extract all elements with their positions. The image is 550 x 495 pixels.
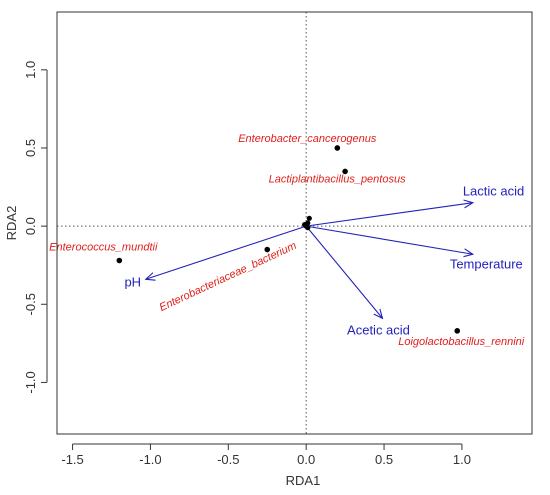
env-vector-label: Acetic acid <box>347 322 410 337</box>
y-tick-label: -0.5 <box>23 293 38 315</box>
env-vector-arrow <box>146 225 307 279</box>
species-points <box>116 145 461 334</box>
x-tick-label: 0.5 <box>375 452 393 467</box>
plot-frame <box>56 11 533 435</box>
species-point <box>264 246 271 253</box>
origin-cluster-point <box>305 225 311 231</box>
env-vector-arrow <box>306 203 473 227</box>
y-axis-title: RDA2 <box>4 206 19 241</box>
env-vector-label: Lactic acid <box>463 184 524 199</box>
x-tick-label: -1.0 <box>139 452 161 467</box>
species-point <box>116 257 123 264</box>
y-tick-label: 1.0 <box>23 61 38 79</box>
species-point <box>342 168 348 175</box>
env-vector-arrow <box>305 225 382 318</box>
x-tick-label: -1.5 <box>61 452 83 467</box>
species-label: Enterobacteriaceae_bacterium <box>158 240 299 314</box>
species-label: Enterobacter_cancerogenus <box>238 133 377 145</box>
y-tick-label: -1.0 <box>23 371 38 393</box>
species-point <box>334 145 341 151</box>
origin-cluster-point <box>306 215 312 221</box>
species-label: Loigolactobacillus_rennini <box>398 336 525 348</box>
x-axis: -1.5 -1.0 -0.5 0.0 0.5 1.0 <box>61 443 471 467</box>
reference-lines <box>57 12 532 434</box>
env-vector-label: pH <box>124 274 141 289</box>
point-labels: Lactic acid Temperature Acetic acid pH Enter… <box>49 133 525 348</box>
x-axis-title: RDA1 <box>286 473 321 488</box>
x-tick-label: 0.0 <box>297 452 315 467</box>
species-label: Enterococcus_mundtii <box>49 242 158 254</box>
species-point <box>454 328 461 334</box>
environment-vectors <box>146 203 473 319</box>
y-tick-label: 0.5 <box>23 139 38 157</box>
y-tick-label: 0.0 <box>23 217 38 235</box>
x-tick-label: -0.5 <box>217 452 239 467</box>
env-vector-arrow <box>306 225 473 254</box>
species-label: Lactiplantibacillus_pentosus <box>269 173 406 185</box>
env-vector-label: Temperature <box>450 256 523 271</box>
x-tick-label: 1.0 <box>453 452 471 467</box>
y-axis: -1.0 -0.5 0.0 0.5 1.0 <box>23 61 48 394</box>
